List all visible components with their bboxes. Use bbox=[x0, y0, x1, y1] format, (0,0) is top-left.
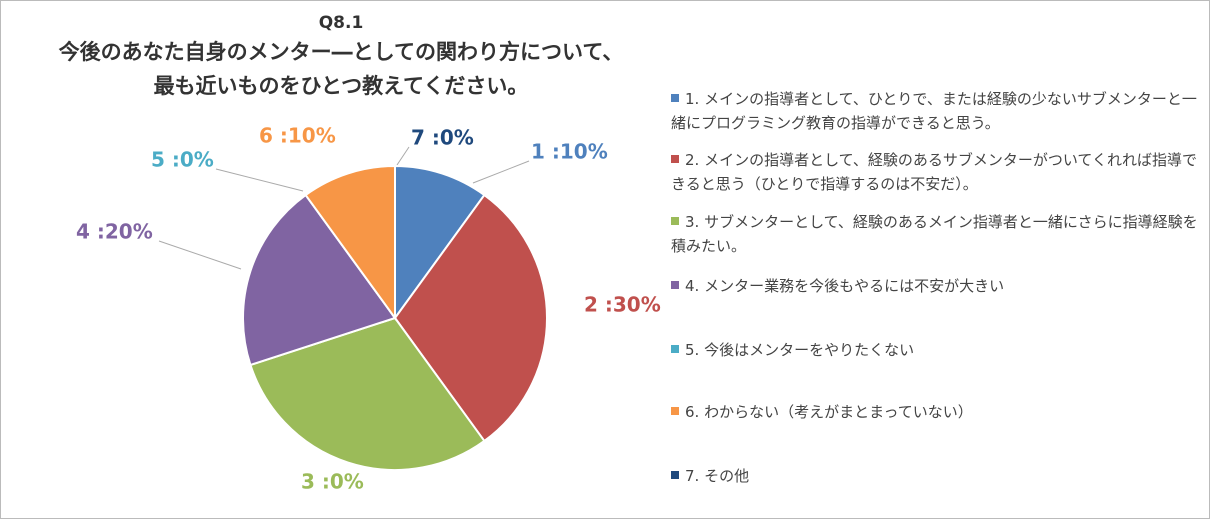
leader-line bbox=[396, 146, 410, 166]
legend-item: 3. サブメンターとして、経験のあるメイン指導者と一緒にさらに指導経験を積みたい… bbox=[671, 210, 1201, 258]
legend-item: 6. わからない（考えがまとまっていない） bbox=[671, 400, 1201, 424]
legend-text: 3. サブメンターとして、経験のあるメイン指導者と一緒にさらに指導経験を積みたい… bbox=[671, 213, 1198, 255]
legend-text: 4. メンター業務を今後もやるには不安が大きい bbox=[685, 277, 1005, 295]
legend-swatch bbox=[671, 281, 679, 289]
data-label: 6 :10% bbox=[259, 124, 336, 148]
data-label: 4 :20% bbox=[76, 220, 153, 244]
legend-swatch bbox=[671, 94, 679, 102]
legend-swatch bbox=[671, 155, 679, 163]
legend-item: 7. その他 bbox=[671, 464, 1201, 488]
data-label: 5 :0% bbox=[151, 148, 214, 172]
pie-slice bbox=[249, 316, 486, 471]
data-label: 7 :0% bbox=[411, 126, 474, 150]
chart-title: 今後のあなた自身のメンター―としての関わり方について、 bbox=[59, 40, 624, 64]
chart-title: Q8.1 bbox=[319, 13, 364, 33]
legend-item: 1. メインの指導者として、ひとりで、または経験の少ないサブメンターと一緒にプロ… bbox=[671, 87, 1201, 135]
data-label: 2 :30% bbox=[584, 293, 661, 317]
data-label: 1 :10% bbox=[531, 140, 608, 164]
legend-text: 1. メインの指導者として、ひとりで、または経験の少ないサブメンターと一緒にプロ… bbox=[671, 90, 1197, 132]
pie-slice bbox=[304, 164, 396, 322]
chart-title: 最も近いものをひとつ教えてください。 bbox=[154, 74, 529, 98]
leader-line bbox=[472, 160, 530, 184]
pie-slice bbox=[394, 164, 486, 322]
legend-swatch bbox=[671, 217, 679, 225]
legend-text: 7. その他 bbox=[685, 467, 750, 485]
leader-line bbox=[158, 240, 242, 270]
pie-slice bbox=[242, 193, 397, 367]
pie-slice bbox=[393, 193, 548, 443]
legend-swatch bbox=[671, 471, 679, 479]
legend-text: 5. 今後はメンターをやりたくない bbox=[685, 341, 915, 359]
legend-swatch bbox=[671, 407, 679, 415]
leader-line bbox=[215, 168, 304, 192]
legend-item: 4. メンター業務を今後もやるには不安が大きい bbox=[671, 274, 1201, 298]
legend-item: 2. メインの指導者として、経験のあるサブメンターがついてくれれば指導できると思… bbox=[671, 148, 1201, 196]
legend-item: 5. 今後はメンターをやりたくない bbox=[671, 338, 1201, 362]
data-label: 3 :0% bbox=[301, 470, 364, 494]
legend-swatch bbox=[671, 345, 679, 353]
legend-text: 2. メインの指導者として、経験のあるサブメンターがついてくれれば指導できると思… bbox=[671, 151, 1197, 193]
legend-text: 6. わからない（考えがまとまっていない） bbox=[685, 403, 973, 421]
